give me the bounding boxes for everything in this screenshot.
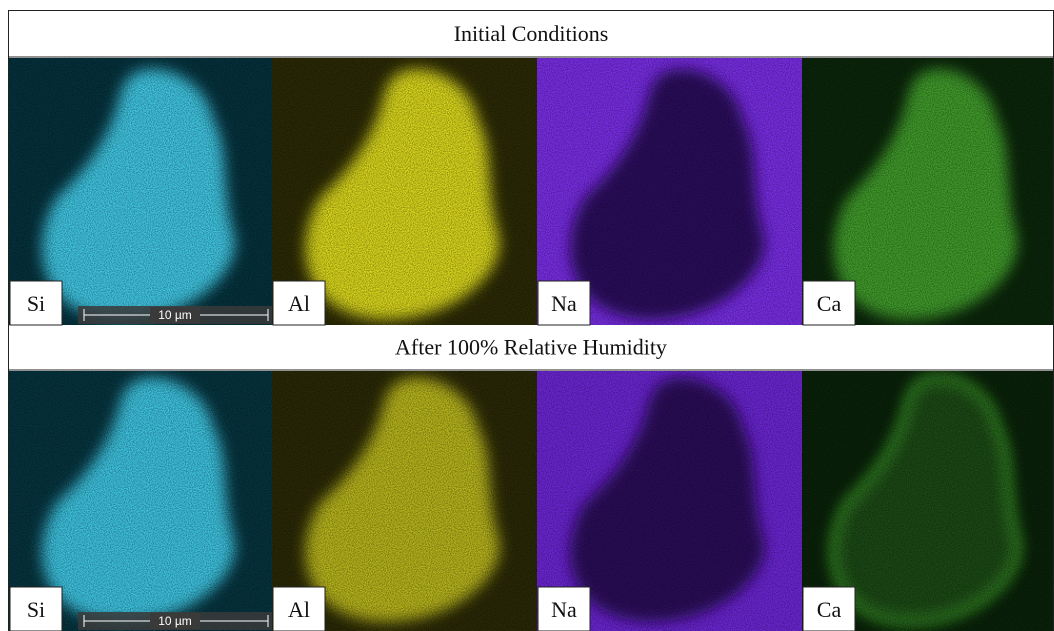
element-label: Si <box>27 291 45 316</box>
element-label: Ca <box>817 291 842 316</box>
scale-bar-label: 10 µm <box>158 614 192 628</box>
row-title: After 100% Relative Humidity <box>395 335 667 360</box>
element-label: Na <box>551 597 577 622</box>
row-title: Initial Conditions <box>454 21 609 46</box>
element-label: Na <box>551 291 577 316</box>
figure: Initial Conditions Si 10 µm Al Na Ca After 100… <box>0 0 1054 631</box>
element-label: Ca <box>817 597 842 622</box>
element-label: Al <box>288 291 310 316</box>
page: {"rows": [ {"title": "Initial Conditions… <box>0 0 1054 631</box>
element-label: Si <box>27 597 45 622</box>
element-label: Al <box>288 597 310 622</box>
scale-bar-label: 10 µm <box>158 308 192 322</box>
